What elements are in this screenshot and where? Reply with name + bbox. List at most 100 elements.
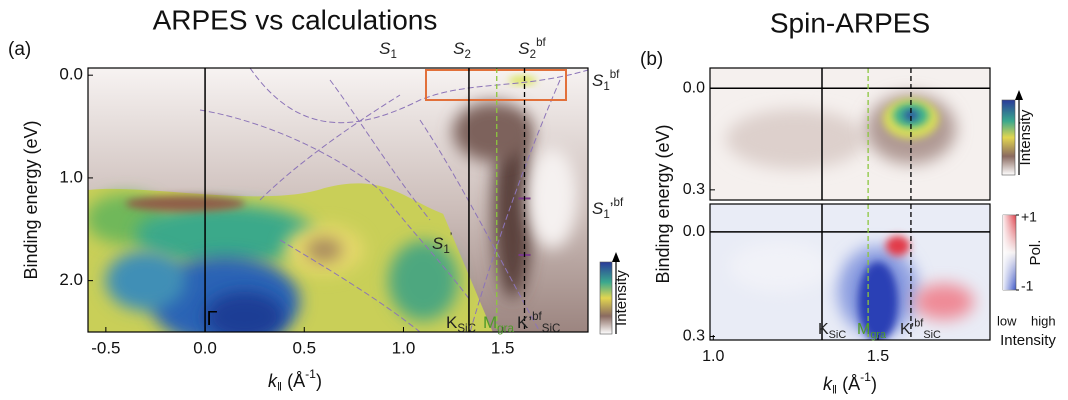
text-part: SiC [457, 323, 476, 335]
x-tick-label: 0.0 [193, 338, 217, 357]
colorbar-arrowhead [612, 252, 620, 262]
text-part: M [857, 321, 870, 338]
y-tick-label: 0.3 [683, 181, 705, 198]
text-part: gra [870, 329, 887, 341]
text-part: S [592, 199, 604, 218]
y-tick-label: 0.0 [683, 80, 705, 97]
plot-area [88, 68, 588, 332]
x-tick-label: 0.5 [292, 338, 316, 357]
intensity-blob [452, 101, 533, 162]
annotation: KSiC [818, 321, 846, 340]
intensity-axis-title: Intensity [1000, 332, 1056, 349]
annotation: KSiC [446, 313, 476, 335]
text-part: (Å [282, 371, 305, 391]
text-part: 1 [390, 49, 396, 61]
plot-frame [709, 203, 991, 341]
text-part: 1 [443, 244, 449, 256]
colorbar-label: Intensity [1017, 109, 1034, 165]
y-tick-label: 0.3 [683, 328, 705, 345]
text-part: -1 [860, 370, 871, 384]
calc-band [259, 94, 401, 201]
colorbar [1001, 99, 1016, 176]
annotation: S2bf [518, 37, 546, 61]
x-tick-label: 1.0 [702, 348, 724, 365]
y-axis-label: Binding energy (eV) [21, 120, 41, 279]
colorbar-saturation [1003, 215, 1016, 290]
calc-band [329, 79, 431, 221]
text-part: S [432, 234, 444, 253]
plot-frame [87, 67, 589, 333]
text-part: M [483, 313, 497, 332]
text-part: S [592, 71, 604, 90]
calc-band [279, 239, 421, 332]
text-part: ’ [610, 199, 614, 218]
plot-area [710, 204, 990, 340]
intensity-blob [725, 109, 866, 170]
intensity-axis-label: high [1031, 313, 1056, 328]
x-tick-label: 1.0 [392, 338, 416, 357]
text-part: K [818, 321, 829, 338]
colorbar-arrowhead [1015, 90, 1023, 100]
highlight-box [425, 69, 567, 101]
x-axis-label: kǁ (Å-1) [268, 367, 322, 394]
text-part: k [823, 374, 833, 394]
text-part: SiC [829, 329, 847, 341]
intensity-blob [105, 250, 186, 311]
text-part: bf [536, 37, 546, 49]
text-part: 1 [603, 81, 609, 93]
y-tick-label: 0.0 [683, 223, 705, 240]
intensity-blob [903, 110, 918, 121]
annotation: S2 [453, 39, 471, 61]
panel-label: (b) [640, 49, 663, 70]
chart-title: Spin-ARPES [770, 7, 930, 38]
y-tick-label: 2.0 [59, 270, 83, 289]
annotation: Mgra [857, 321, 887, 340]
annotation: Γ [206, 308, 217, 330]
colorbar [599, 261, 613, 335]
annotation: K’bfSiC [900, 317, 941, 340]
y-axis-label: Binding energy (eV) [653, 124, 673, 283]
plot-area [710, 68, 990, 200]
chart-title: ARPES vs calculations [153, 4, 438, 35]
text-part: SiC [542, 323, 561, 335]
text-part: ’ [450, 232, 453, 244]
text-part: bf [610, 69, 620, 81]
intensity-blob [508, 76, 537, 85]
text-part: S [518, 39, 530, 58]
intensity-blob [125, 195, 246, 212]
x-tick-label: 1.5 [867, 348, 889, 365]
annotation: K’bfSiC [517, 311, 560, 335]
calc-band [199, 109, 471, 301]
text-part: bf [914, 317, 924, 329]
text-part: K’ [900, 321, 914, 338]
intensity-axis-label: low [997, 313, 1017, 328]
text-part: S [453, 39, 465, 58]
y-tick-label: 1.0 [59, 167, 83, 186]
text-part: ǁ [832, 383, 837, 397]
text-part: 1 [603, 209, 609, 221]
y-tick-label: 0.0 [59, 65, 83, 84]
text-part: ) [316, 371, 322, 391]
intensity-blob [388, 240, 459, 321]
text-part: gra [497, 323, 514, 335]
panel-label: (a) [8, 39, 31, 60]
x-tick-label: -0.5 [91, 338, 120, 357]
text-part: k [268, 371, 278, 391]
text-part: ) [871, 374, 877, 394]
text-part: K’ [517, 313, 532, 332]
intensity-blob [913, 283, 974, 320]
calc-band [249, 68, 588, 124]
text-part: K [446, 313, 458, 332]
x-tick-label: 1.5 [491, 338, 515, 357]
intensity-blob [204, 291, 285, 332]
text-part: (Å [837, 374, 860, 394]
intensity-blob [492, 118, 533, 299]
colorbar-label: Intensity [613, 270, 630, 326]
colorbar-tick-label: +1 [1021, 209, 1037, 225]
text-part: bf [614, 197, 624, 209]
text-part: 2 [530, 49, 536, 61]
x-axis-label: kǁ (Å-1) [823, 370, 877, 397]
text-part: 2 [464, 49, 470, 61]
intensity-blob [885, 235, 910, 256]
